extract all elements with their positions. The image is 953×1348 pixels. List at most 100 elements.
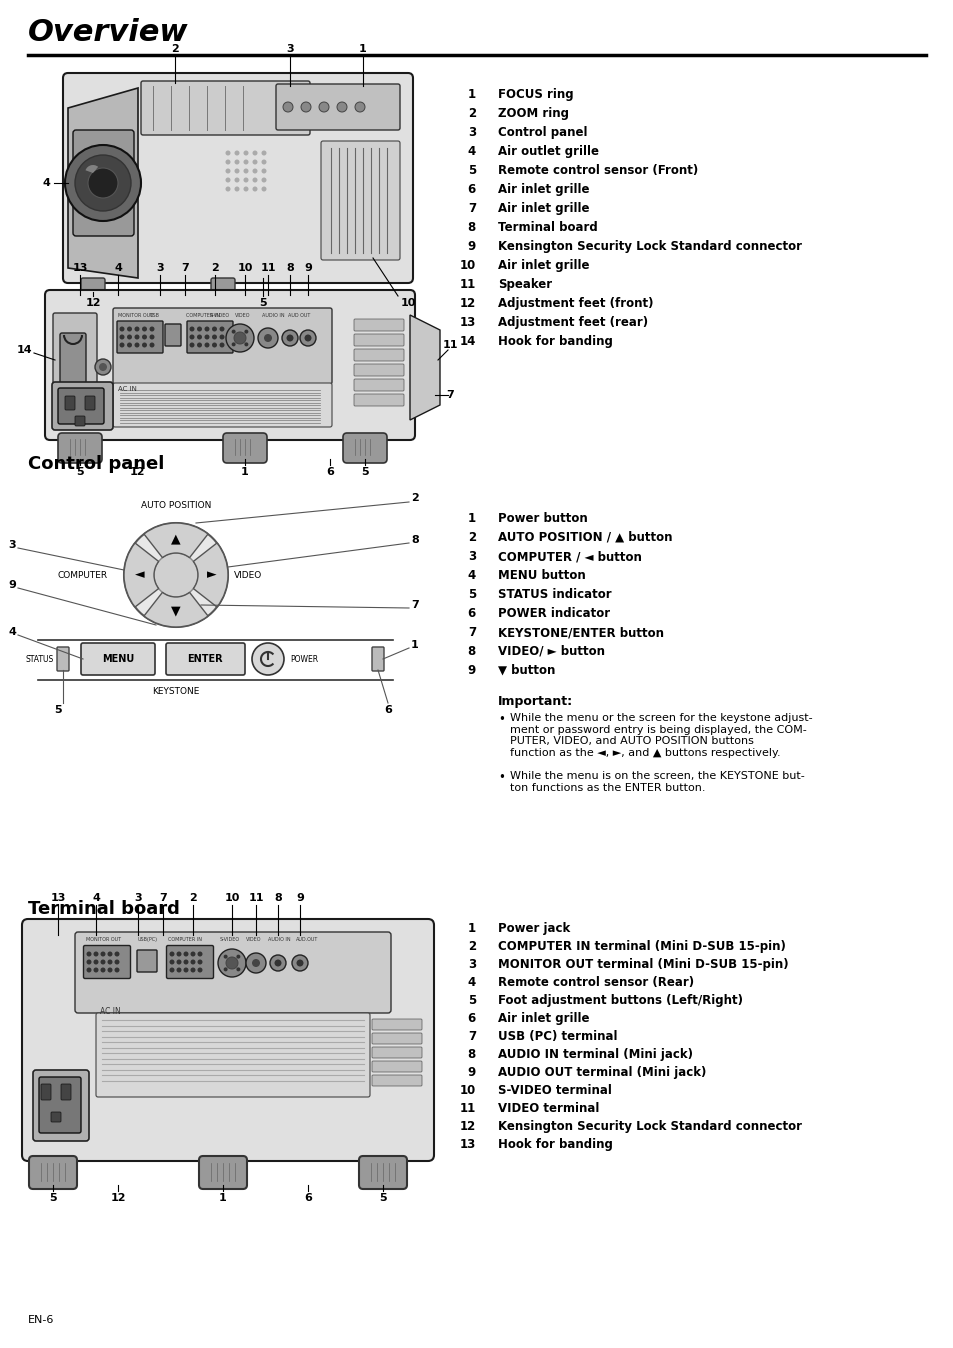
Text: MONITOR OUT terminal (Mini D-SUB 15-pin): MONITOR OUT terminal (Mini D-SUB 15-pin)	[497, 958, 788, 971]
Circle shape	[226, 324, 253, 352]
Circle shape	[253, 178, 257, 182]
Wedge shape	[124, 543, 158, 607]
Circle shape	[243, 186, 248, 191]
Circle shape	[304, 334, 312, 341]
Text: 10: 10	[459, 259, 476, 272]
Text: 7: 7	[159, 892, 167, 903]
Text: 11: 11	[442, 340, 457, 350]
Text: STATUS indicator: STATUS indicator	[497, 588, 611, 601]
Text: COMPUTER / ◄ button: COMPUTER / ◄ button	[497, 550, 641, 563]
FancyBboxPatch shape	[354, 349, 403, 361]
FancyBboxPatch shape	[75, 931, 391, 1012]
Text: 10: 10	[459, 1084, 476, 1097]
Text: MONITOR OUT: MONITOR OUT	[118, 313, 153, 318]
Circle shape	[170, 968, 174, 972]
Text: ENTER: ENTER	[187, 654, 223, 665]
Text: 9: 9	[467, 665, 476, 677]
Text: COMPUTER: COMPUTER	[58, 570, 108, 580]
Circle shape	[204, 334, 210, 340]
Circle shape	[114, 960, 119, 965]
Circle shape	[100, 960, 106, 965]
FancyBboxPatch shape	[358, 1157, 407, 1189]
FancyBboxPatch shape	[354, 319, 403, 332]
Circle shape	[234, 178, 239, 182]
Text: EN-6: EN-6	[28, 1316, 54, 1325]
Text: 2: 2	[189, 892, 196, 903]
Text: 8: 8	[467, 221, 476, 235]
Text: 3: 3	[9, 541, 16, 550]
Circle shape	[191, 968, 195, 972]
Circle shape	[226, 957, 237, 969]
Text: Power jack: Power jack	[497, 922, 570, 936]
Circle shape	[150, 326, 154, 332]
Text: 1: 1	[467, 922, 476, 936]
Circle shape	[212, 334, 216, 340]
Text: 11: 11	[260, 263, 275, 274]
FancyBboxPatch shape	[75, 417, 85, 426]
FancyBboxPatch shape	[45, 290, 415, 439]
Text: COMPUTER IN: COMPUTER IN	[168, 937, 202, 942]
Circle shape	[232, 330, 235, 334]
Circle shape	[197, 952, 202, 957]
Circle shape	[283, 102, 293, 112]
Circle shape	[355, 102, 365, 112]
Circle shape	[99, 363, 107, 371]
Text: 5: 5	[259, 298, 267, 307]
Text: 6: 6	[467, 183, 476, 195]
FancyBboxPatch shape	[29, 1157, 77, 1189]
Circle shape	[93, 968, 98, 972]
FancyBboxPatch shape	[22, 919, 434, 1161]
Text: Air inlet grille: Air inlet grille	[497, 1012, 589, 1024]
Text: 5: 5	[467, 164, 476, 177]
Text: Control panel: Control panel	[497, 125, 587, 139]
Wedge shape	[86, 164, 98, 173]
Text: 2: 2	[467, 940, 476, 953]
Text: •: •	[497, 713, 504, 727]
Circle shape	[197, 960, 202, 965]
Wedge shape	[193, 543, 228, 607]
FancyBboxPatch shape	[372, 1019, 421, 1030]
Circle shape	[253, 168, 257, 174]
Circle shape	[252, 643, 284, 675]
Text: 6: 6	[467, 1012, 476, 1024]
Circle shape	[153, 553, 198, 597]
Text: USB(PC): USB(PC)	[138, 937, 158, 942]
Text: 12: 12	[459, 1120, 476, 1134]
Circle shape	[191, 952, 195, 957]
Text: Adjustment feet (front): Adjustment feet (front)	[497, 297, 653, 310]
FancyBboxPatch shape	[57, 647, 69, 671]
Text: Air inlet grille: Air inlet grille	[497, 202, 589, 214]
Text: 3: 3	[286, 44, 294, 54]
Circle shape	[282, 330, 297, 346]
Text: 2: 2	[467, 106, 476, 120]
Circle shape	[108, 960, 112, 965]
Circle shape	[88, 168, 118, 198]
Text: 4: 4	[9, 627, 16, 638]
Circle shape	[219, 326, 224, 332]
Circle shape	[196, 342, 202, 348]
Text: 7: 7	[446, 390, 454, 400]
Circle shape	[119, 334, 125, 340]
Circle shape	[176, 952, 181, 957]
FancyBboxPatch shape	[60, 333, 86, 392]
FancyBboxPatch shape	[223, 433, 267, 462]
Text: 4: 4	[467, 569, 476, 582]
Text: 9: 9	[467, 240, 476, 253]
Text: 8: 8	[467, 1047, 476, 1061]
Circle shape	[318, 102, 329, 112]
Text: 6: 6	[326, 466, 334, 477]
Text: USB (PC) terminal: USB (PC) terminal	[497, 1030, 617, 1043]
Text: AC IN: AC IN	[100, 1007, 121, 1016]
Circle shape	[124, 523, 228, 627]
Circle shape	[243, 178, 248, 182]
Text: Kensington Security Lock Standard connector: Kensington Security Lock Standard connec…	[497, 1120, 801, 1134]
Circle shape	[301, 102, 311, 112]
FancyBboxPatch shape	[41, 1084, 51, 1100]
Text: FOCUS ring: FOCUS ring	[497, 88, 573, 101]
Text: 7: 7	[467, 625, 476, 639]
Text: 13: 13	[51, 892, 66, 903]
FancyBboxPatch shape	[39, 1077, 81, 1134]
Text: Overview: Overview	[28, 18, 189, 47]
Text: 7: 7	[467, 1030, 476, 1043]
Text: 8: 8	[274, 892, 281, 903]
